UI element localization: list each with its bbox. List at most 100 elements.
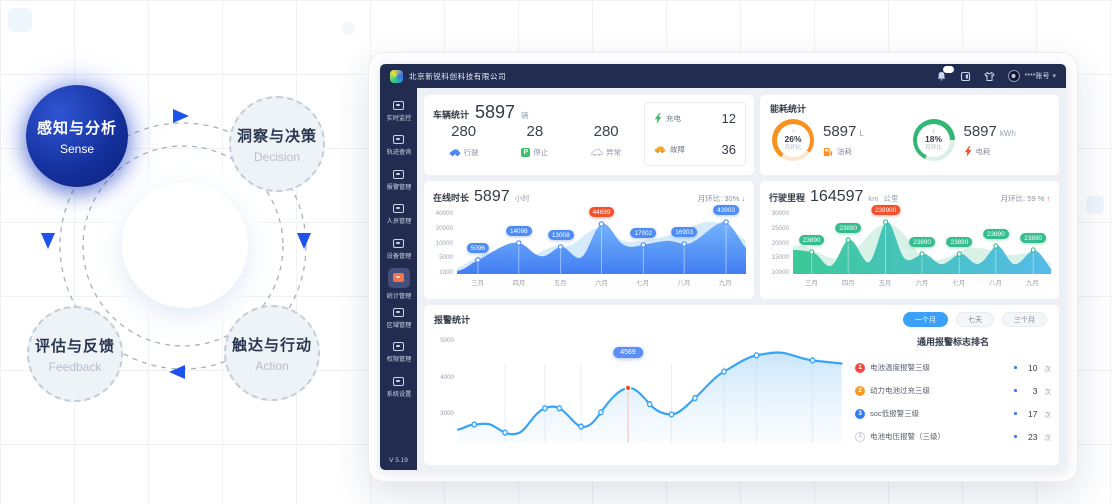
fuel-pump-icon <box>823 147 833 156</box>
fuel-consumption-group: ↑ 26% 月环比 5897 L <box>772 119 913 161</box>
dashboard-content: 车辆统计 5897 辆 280 行驶 28 P <box>417 88 1066 470</box>
bell-icon[interactable] <box>936 65 954 82</box>
sidebar-item-personnel-management[interactable]: 人员管理 <box>382 198 416 233</box>
tab-one-month[interactable]: 一个月 <box>903 312 948 327</box>
card-title: 能耗统计 <box>770 104 807 114</box>
alarm-period-tabs: 一个月 七天 三个月 <box>903 312 1047 327</box>
account-label[interactable]: ****账号 <box>1024 73 1050 80</box>
vehicle-stat-stopped: 28 P 停止 <box>499 123 570 158</box>
data-label: 14098 <box>505 226 532 236</box>
user-icon <box>393 204 404 214</box>
route-icon <box>393 135 404 145</box>
diagram-node-sense[interactable]: 感知与分析 Sense <box>26 85 128 187</box>
list-item: 2 动力电池过充三级 3 次 <box>855 379 1051 402</box>
sidebar-item-device-management[interactable]: 设备管理 <box>382 232 416 267</box>
alarm-line-chart: 4569 <box>457 333 856 453</box>
energy-stats-card: 能耗统计 ↑ 26% 月环比 5897 <box>760 95 1059 175</box>
x-axis-labels: 三月 四月 五月 六月 七月 八月 九月 <box>471 280 732 287</box>
charging-stat: 充电 12 <box>654 111 736 126</box>
data-label: 23890 <box>909 237 935 247</box>
data-label: 43903 <box>713 205 739 215</box>
monitor-icon <box>393 100 404 110</box>
tab-three-months[interactable]: 三个月 <box>1002 312 1047 327</box>
highlight-point <box>624 384 632 392</box>
vehicle-stats-card: 车辆统计 5897 辆 280 行驶 28 P <box>424 95 754 175</box>
gear-icon <box>393 376 404 386</box>
data-label: 23890 <box>946 237 973 247</box>
sidebar-item-permission-management[interactable]: 权限管理 <box>382 336 416 371</box>
decor-square <box>342 22 355 35</box>
data-label: 23890 <box>835 223 862 233</box>
sidebar-item-system-settings[interactable]: 系统设置 <box>382 370 416 405</box>
vehicle-total: 5897 <box>475 102 516 122</box>
count-dot-icon <box>1013 435 1017 438</box>
diagram-node-action[interactable]: 触达与行动 Action <box>224 305 320 401</box>
y-axis-ticks: 5000 4000 3000 <box>440 337 454 417</box>
stats-icon <box>393 273 404 283</box>
region-icon <box>393 307 404 317</box>
card-title: 车辆统计 <box>433 110 470 120</box>
data-label: 17002 <box>630 228 657 238</box>
node-subtitle: Sense <box>59 141 95 156</box>
fuel-donut-chart: ↑ 26% 月环比 <box>772 119 814 161</box>
chevron-down-icon[interactable]: ▾ <box>1052 73 1056 80</box>
alarm-ranking-panel: 通用报警标志排名 1 电池温度报警三级 10 次 2 动力电池过充三级 3 次 <box>855 335 1051 448</box>
flow-arrow-down-left-icon <box>41 233 55 249</box>
app-topbar: 北京新锐科创科技有限公司 ☻ ****账号 ▾ <box>380 64 1066 88</box>
dashboard-app-window: 北京新锐科创科技有限公司 ☻ ****账号 ▾ 实时监控 轨迹查询 报警管理 人… <box>380 64 1066 470</box>
sidebar-item-alarm-management[interactable]: 报警管理 <box>382 163 416 198</box>
flow-arrows <box>41 109 311 379</box>
data-label: 13008 <box>547 230 574 240</box>
car-driving-icon <box>449 149 461 156</box>
shirt-icon[interactable] <box>983 71 995 82</box>
count-dot-icon <box>1013 412 1017 415</box>
company-name: 北京新锐科创科技有限公司 <box>409 71 507 81</box>
arrow-up-icon: ↑ <box>1046 196 1051 203</box>
sidebar-item-region-management[interactable]: 区域管理 <box>382 301 416 336</box>
data-label-highlight: 44699 <box>588 207 615 217</box>
diagram-node-feedback[interactable]: 评估与反馈 Feedback <box>27 306 123 402</box>
siren-icon <box>393 169 404 179</box>
avatar[interactable]: ☻ <box>1007 70 1020 82</box>
chart-tooltip: 4569 <box>613 347 643 358</box>
rank-badge: 1 <box>855 362 865 373</box>
diagram-node-decision[interactable]: 洞察与决策 Decision <box>229 96 325 192</box>
online-duration-card: 在线时长 5897 小时 月环比: 30% ↓ 40000 20000 10000 5… <box>424 181 754 299</box>
charge-lightning-icon <box>654 113 662 124</box>
list-item: 1 电池温度报警三级 10 次 <box>855 356 1051 379</box>
message-icon[interactable] <box>960 71 971 82</box>
fault-stat: 故障 36 <box>654 142 736 157</box>
vehicle-stat-abnormal: 280 异常 <box>571 123 642 158</box>
vehicle-stat-driving: 280 行驶 <box>428 123 499 158</box>
tab-seven-days[interactable]: 七天 <box>956 312 994 327</box>
node-subtitle: Action <box>255 358 289 373</box>
car-abnormal-icon <box>591 149 603 156</box>
month-over-month: 月环比: 30% ↓ <box>697 194 745 203</box>
data-label: 5096 <box>466 243 489 253</box>
app-version: V 5.19 <box>389 457 408 464</box>
sidebar: 实时监控 轨迹查询 报警管理 人员管理 设备管理 统计管理 区域管理 权限管理 … <box>380 88 417 470</box>
node-title: 洞察与决策 <box>236 127 317 145</box>
diagram-center-circle <box>122 182 248 308</box>
list-item: 3 soc低报警三级 17 次 <box>855 402 1051 425</box>
online-duration-area-chart: 5096 14098 13008 44699 17002 16903 43903 <box>457 205 746 274</box>
sidebar-item-statistics-management[interactable]: 统计管理 <box>382 267 416 302</box>
month-over-month: 月环比: 59 % ↑ <box>1000 194 1051 203</box>
key-icon <box>393 342 404 352</box>
sidebar-item-realtime-monitor[interactable]: 实时监控 <box>382 94 416 129</box>
node-title: 感知与分析 <box>36 119 117 137</box>
sidebar-item-track-query[interactable]: 轨迹查询 <box>382 129 416 164</box>
node-subtitle: Decision <box>253 149 301 164</box>
node-title: 评估与反馈 <box>34 337 115 355</box>
arrow-up-icon: ↑ <box>791 128 795 135</box>
logo-icon <box>390 69 403 83</box>
flow-arrow-down-right-icon <box>297 233 311 249</box>
mileage-card: 行驶里程 164597 km 公里 月环比: 59 % ↑ 30000 25000… <box>760 181 1059 299</box>
power-lightning-icon <box>964 146 971 157</box>
data-label-highlight: 238900 <box>870 205 901 215</box>
rank-badge: 2 <box>855 385 865 396</box>
device-icon <box>393 238 404 248</box>
count-dot-icon <box>1013 366 1017 369</box>
charge-fault-panel: 充电 12 故障 36 <box>644 102 746 166</box>
data-label: 16903 <box>671 227 698 237</box>
